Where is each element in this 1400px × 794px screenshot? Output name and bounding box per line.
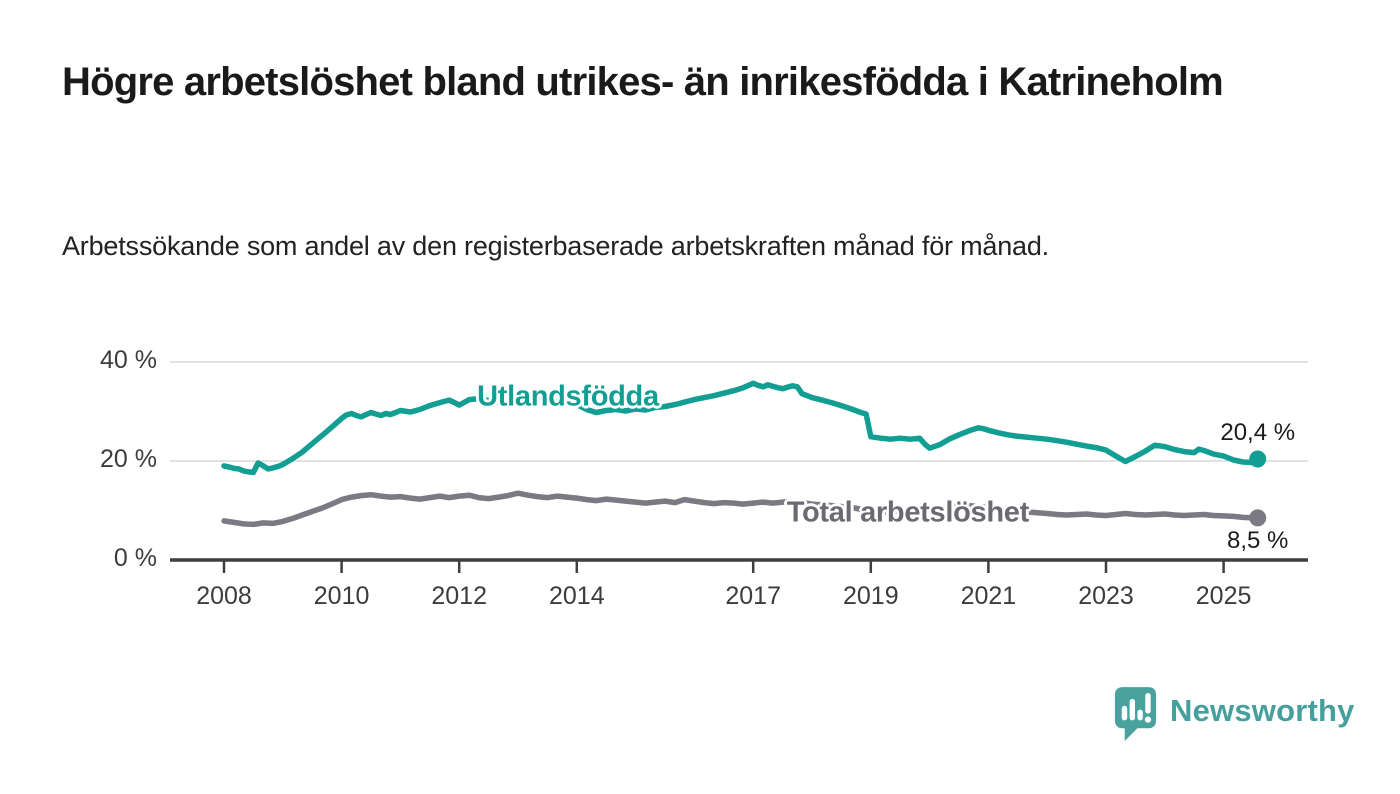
series-line <box>221 380 1261 476</box>
page-title: Högre arbetslöshet bland utrikes- än inr… <box>62 60 1224 104</box>
x-axis-label: 2008 <box>196 582 252 610</box>
x-axis-label: 2014 <box>548 582 605 610</box>
y-axis-label: 0 % <box>113 544 157 572</box>
y-axis-label: 20 % <box>100 445 157 473</box>
x-axis-label: 2021 <box>960 582 1017 610</box>
page-subtitle: Arbetssökande som andel av den registerb… <box>62 231 1049 261</box>
x-axis-label: 2023 <box>1078 582 1134 610</box>
x-axis-label: 2010 <box>313 582 370 610</box>
x-axis-label: 2012 <box>431 582 487 610</box>
x-axis-label: 2017 <box>725 582 781 610</box>
x-axis-label: 2025 <box>1195 582 1252 610</box>
series-line <box>221 490 1261 528</box>
newsworthy-logo: Newsworthy <box>1112 684 1355 745</box>
newsworthy-logo-text: Newsworthy <box>1170 693 1355 728</box>
series-end-dot <box>1249 509 1267 527</box>
end-value-label-utlandsfodda: 20,4 % <box>1220 419 1296 447</box>
end-value-label-total: 8,5 % <box>1227 526 1289 554</box>
newsworthy-bubble-chart-icon <box>1114 687 1157 741</box>
x-axis-label: 2019 <box>842 582 899 610</box>
series-end-dot <box>1249 450 1267 468</box>
series-label-utlandsfodda: Utlandsfödda <box>477 380 659 413</box>
series-label-total-arbetsloshet: Total arbetslöshet <box>786 496 1030 529</box>
y-axis-label: 40 % <box>100 346 157 374</box>
